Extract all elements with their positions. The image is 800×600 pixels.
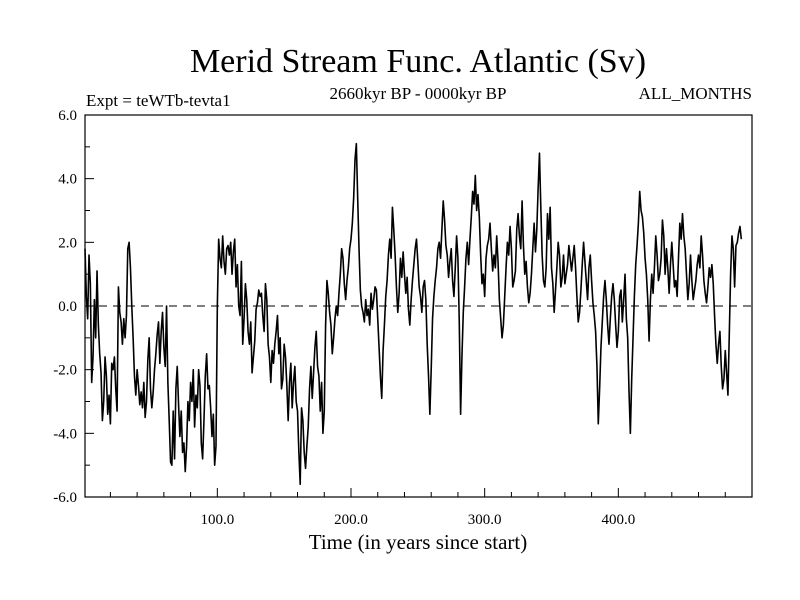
experiment-label: Expt = teWTb-tevta1 <box>86 91 231 110</box>
plot-frame <box>84 114 753 498</box>
x-tick-label: 300.0 <box>468 512 502 528</box>
chart-title: Merid Stream Func. Atlantic (Sv) <box>190 43 646 80</box>
y-axis-ticks: 6.0 4.0 2.0 0.0 -2.0 -4.0 -6.0 <box>53 108 94 506</box>
y-tick-label: -4.0 <box>53 426 77 442</box>
months-label: ALL_MONTHS <box>639 84 752 103</box>
x-tick-label: 100.0 <box>200 512 234 528</box>
x-tick-label: 400.0 <box>601 512 635 528</box>
y-tick-label: -6.0 <box>53 490 77 506</box>
y-tick-label: 2.0 <box>58 235 77 251</box>
x-axis-ticks: 100.0 200.0 300.0 400.0 <box>109 488 726 528</box>
time-range-label: 2660kyr BP - 0000kyr BP <box>330 84 507 103</box>
y-tick-label: 4.0 <box>58 172 77 188</box>
y-tick-label: -2.0 <box>53 363 77 379</box>
y-tick-label: 0.0 <box>58 299 77 315</box>
x-axis-label: Time (in years since start) <box>309 530 528 554</box>
x-tick-label: 200.0 <box>334 512 368 528</box>
series-line <box>84 142 743 486</box>
y-tick-label: 6.0 <box>58 108 77 124</box>
